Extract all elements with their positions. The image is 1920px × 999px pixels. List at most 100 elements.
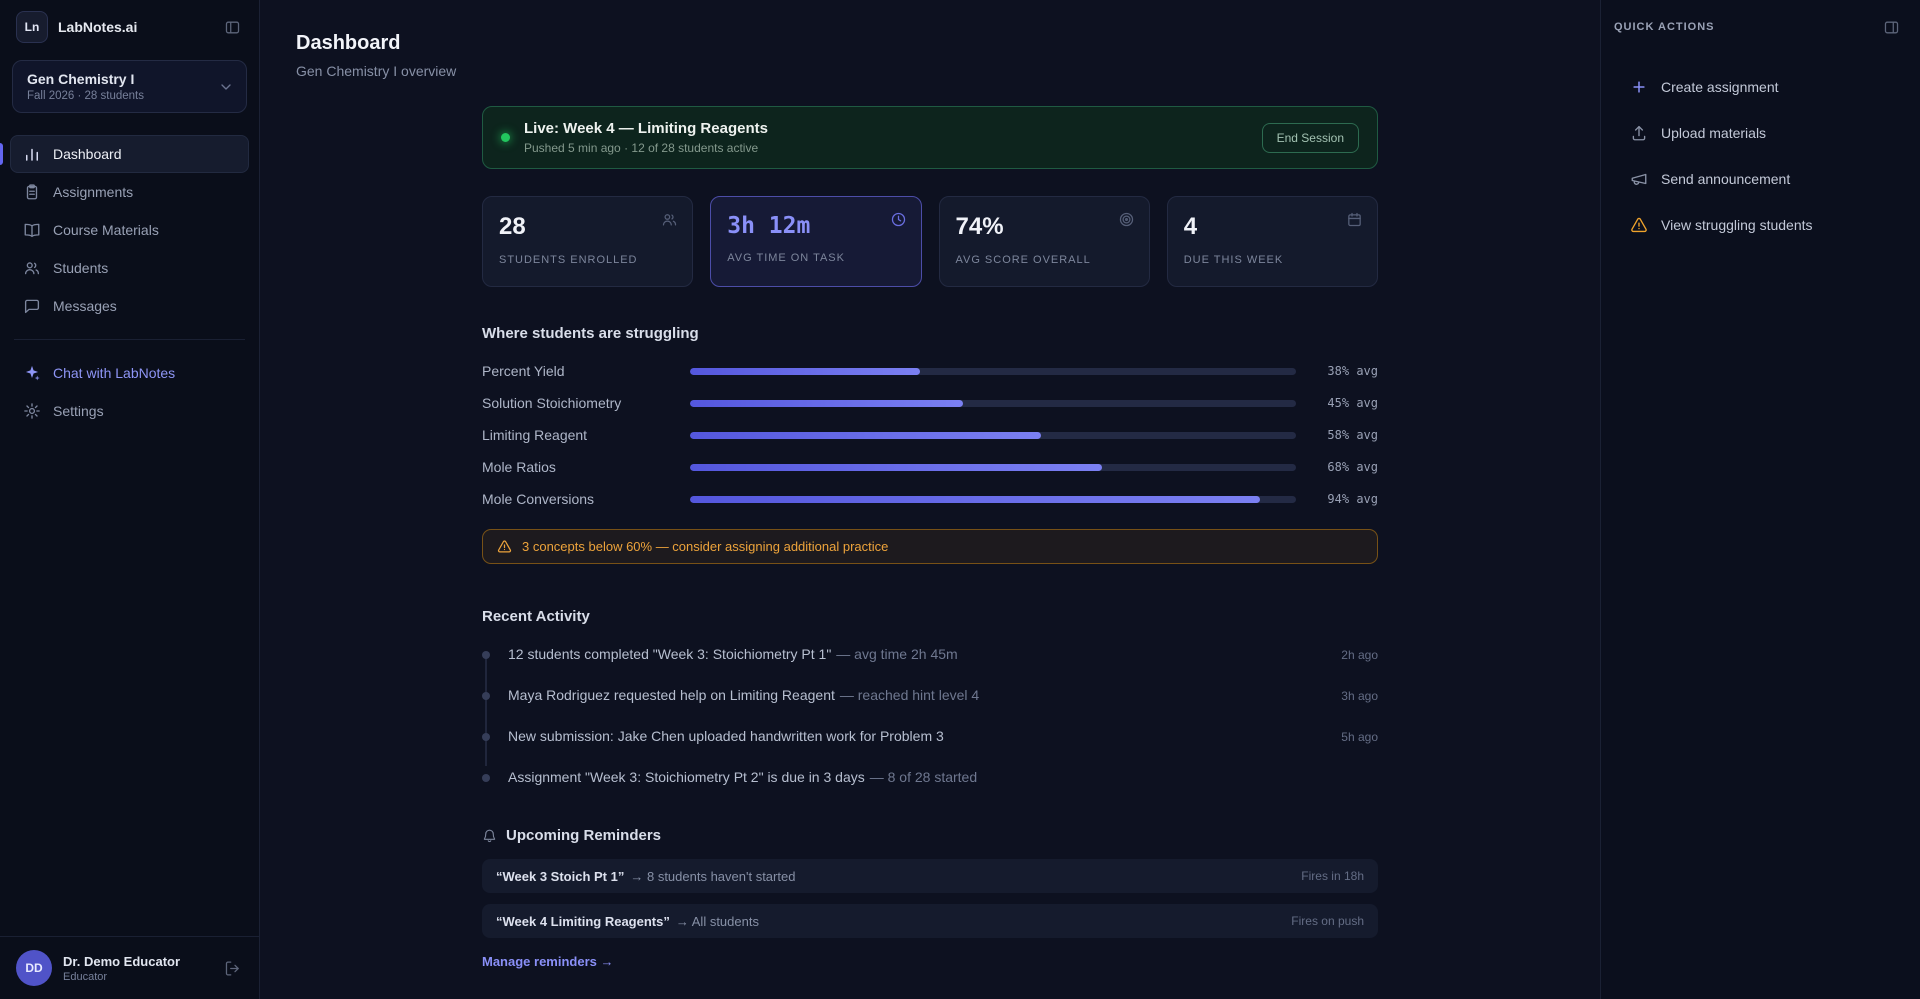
bar-label: Solution Stoichiometry	[482, 395, 622, 411]
stat-card-students-enrolled: 28 STUDENTS ENROLLED	[482, 196, 694, 287]
view-struggling-students-action[interactable]: View struggling students	[1618, 216, 1902, 234]
reminders-section: Upcoming Reminders “Week 3 Stoich Pt 1” …	[482, 827, 1378, 971]
reminder-fires: Fires in 18h	[1301, 869, 1364, 883]
struggling-section: Where students are struggling Percent Yi…	[482, 325, 1378, 564]
app-logo: Ln	[16, 11, 48, 43]
page-subtitle: Gen Chemistry I overview	[296, 63, 457, 79]
gear-icon	[23, 402, 41, 420]
sidebar-item-dashboard[interactable]: Dashboard	[0, 135, 249, 173]
timeline-dot-icon	[482, 733, 490, 741]
megaphone-icon	[1630, 170, 1648, 188]
live-session-text: Live: Week 4 — Limiting Reagents Pushed …	[524, 120, 768, 155]
quick-actions-title: QUICK ACTIONS	[1614, 21, 1715, 33]
warning-icon	[1630, 216, 1648, 234]
sparkle-icon	[23, 364, 41, 382]
panel-collapse-icon[interactable]	[1881, 17, 1902, 38]
activity-suffix: — avg time 2h 45m	[836, 646, 958, 662]
stat-card-avg-score-overall: 74% AVG SCORE OVERALL	[938, 196, 1150, 287]
timeline-dot-icon	[482, 651, 490, 659]
bar-track	[690, 399, 1296, 407]
bar-track	[690, 431, 1296, 439]
user-name: Dr. Demo Educator	[63, 953, 181, 969]
sidebar-item-course-materials[interactable]: Course Materials	[10, 211, 249, 249]
bar-row: Limiting Reagent 58% avg	[482, 425, 1378, 445]
plus-icon	[1630, 78, 1648, 96]
course-meta: Fall 2026 · 28 students	[27, 90, 144, 102]
reminders-header: Upcoming Reminders	[482, 827, 1378, 844]
bar-value: 38% avg	[1327, 364, 1378, 378]
user-role: Educator	[63, 970, 108, 983]
reminder-row[interactable]: “Week 4 Limiting Reagents” → All student…	[482, 904, 1378, 938]
stat-value: 74%	[955, 213, 1004, 240]
avatar: DD	[16, 950, 52, 986]
reminder-detail: → 8 students haven't started	[630, 868, 796, 884]
reminders-title: Upcoming Reminders	[506, 827, 662, 844]
sidebar-item-label: Chat with LabNotes	[53, 365, 176, 381]
sidebar-collapse-icon[interactable]	[222, 17, 243, 38]
course-selector[interactable]: Gen Chemistry I Fall 2026 · 28 students	[12, 60, 247, 113]
stat-label: AVG SCORE OVERALL	[955, 254, 1091, 266]
stat-label: DUE THIS WEEK	[1183, 254, 1284, 266]
sidebar-item-students[interactable]: Students	[10, 249, 249, 287]
manage-reminders-link[interactable]: Manage reminders →	[482, 954, 614, 969]
bell-icon	[482, 828, 497, 843]
sidebar-item-settings[interactable]: Settings	[10, 392, 249, 430]
user-info: Dr. Demo Educator Educator	[63, 954, 180, 983]
bar-row: Mole Conversions 94% avg	[482, 489, 1378, 509]
reminder-row[interactable]: “Week 3 Stoich Pt 1” → 8 students haven'…	[482, 859, 1378, 893]
activity-item: Assignment "Week 3: Stoichiometry Pt 2" …	[482, 769, 1378, 785]
sidebar-item-label: Messages	[53, 298, 117, 314]
struggling-bars: Percent Yield 38% avg Solution Stoichiom…	[482, 361, 1378, 509]
sidebar-header: Ln LabNotes.ai	[0, 0, 259, 54]
struggling-warning-banner: 3 concepts below 60% — consider assignin…	[482, 529, 1378, 564]
bar-value: 45% avg	[1327, 396, 1378, 410]
sidebar-item-chat-with-labnotes[interactable]: Chat with LabNotes	[10, 354, 249, 392]
live-session-subtitle: Pushed 5 min ago · 12 of 28 students act…	[524, 141, 759, 155]
sidebar-item-label: Course Materials	[53, 222, 159, 238]
bar-track	[690, 367, 1296, 375]
activity-time: 3h ago	[1341, 689, 1378, 703]
stat-cards: 28 STUDENTS ENROLLED 3h 12m AVG TIME ON …	[482, 196, 1378, 287]
upload-materials-action[interactable]: Upload materials	[1618, 124, 1902, 142]
activity-text: 12 students completed "Week 3: Stoichiom…	[508, 646, 1321, 662]
bar-value: 94% avg	[1327, 492, 1378, 506]
bar-value: 58% avg	[1327, 428, 1378, 442]
bar-row: Mole Ratios 68% avg	[482, 457, 1378, 477]
main-content: Dashboard Gen Chemistry I overview Live:…	[260, 0, 1600, 999]
sidebar-user: DD Dr. Demo Educator Educator	[0, 936, 259, 999]
activity-text: Assignment "Week 3: Stoichiometry Pt 2" …	[508, 769, 1358, 785]
activity-text: Maya Rodriguez requested help on Limitin…	[508, 687, 1321, 703]
sidebar-item-messages[interactable]: Messages	[10, 287, 249, 325]
bar-fill	[690, 399, 963, 407]
end-session-button[interactable]: End Session	[1261, 122, 1359, 153]
warning-icon	[497, 539, 512, 554]
activity-main: New submission: Jake Chen uploaded handw…	[508, 728, 944, 744]
reminder-name: “Week 4 Limiting Reagents”	[496, 913, 670, 929]
bar-label: Mole Ratios	[482, 459, 556, 475]
upload-icon	[1630, 124, 1648, 142]
live-session-title: Live: Week 4 — Limiting Reagents	[524, 120, 768, 137]
activity-suffix: — 8 of 28 started	[869, 769, 978, 785]
send-announcement-action[interactable]: Send announcement	[1618, 170, 1902, 188]
target-icon	[1118, 211, 1135, 228]
sidebar-item-assignments[interactable]: Assignments	[10, 173, 249, 211]
recent-activity-title: Recent Activity	[482, 608, 590, 625]
activity-suffix: — reached hint level 4	[839, 687, 980, 703]
page-header: Dashboard Gen Chemistry I overview	[260, 32, 1600, 79]
bar-track	[690, 463, 1296, 471]
recent-activity-section: Recent Activity 12 students completed "W…	[482, 608, 1378, 785]
quick-action-label: View struggling students	[1661, 217, 1813, 233]
bar-row: Solution Stoichiometry 45% avg	[482, 393, 1378, 413]
create-assignment-action[interactable]: Create assignment	[1618, 78, 1902, 96]
stat-label: AVG TIME ON TASK	[727, 252, 845, 264]
sidebar-divider	[14, 339, 245, 340]
logout-icon[interactable]	[222, 958, 243, 979]
live-session-banner: Live: Week 4 — Limiting Reagents Pushed …	[482, 106, 1378, 169]
activity-text: New submission: Jake Chen uploaded handw…	[508, 728, 1321, 744]
quick-actions-list: Create assignment Upload materials Send …	[1601, 54, 1920, 234]
chat-icon	[23, 297, 41, 315]
reminder-name: “Week 3 Stoich Pt 1”	[496, 868, 625, 884]
timeline-dot-icon	[482, 774, 490, 782]
reminder-fires: Fires on push	[1291, 914, 1364, 928]
struggling-title: Where students are struggling	[482, 325, 699, 342]
